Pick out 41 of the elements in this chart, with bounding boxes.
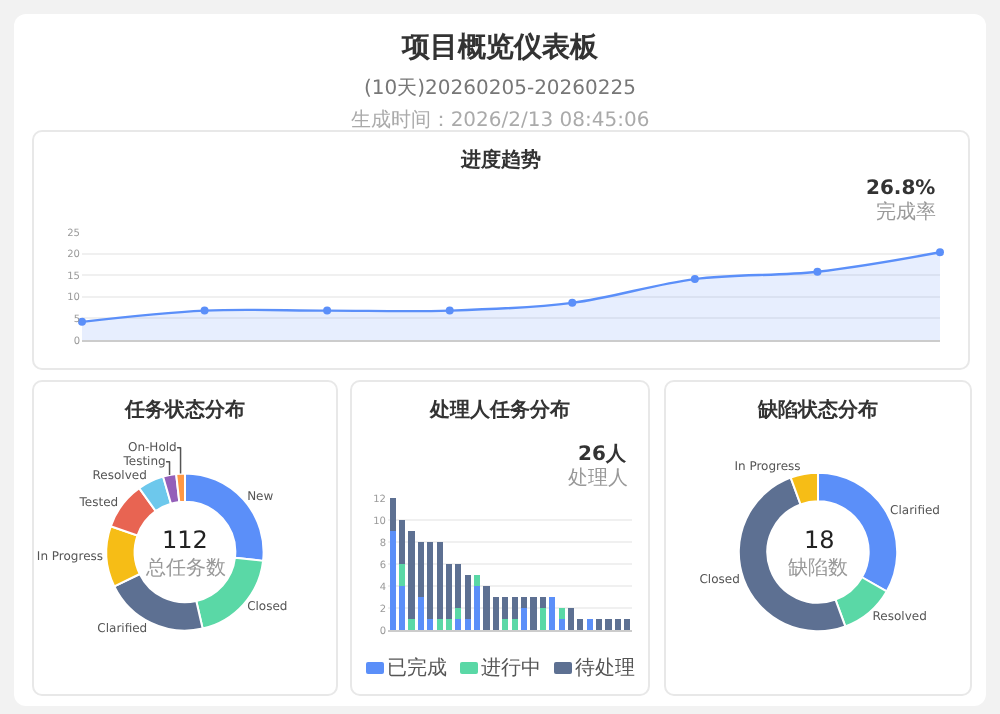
point (690, 275, 699, 284)
text: 26人 (578, 442, 628, 466)
bar (474, 575, 481, 586)
point (200, 306, 209, 315)
text: 处理人 (568, 466, 628, 490)
point (323, 306, 332, 315)
text: 项目概览仪表板 (399, 30, 600, 66)
chart-title: 任务状态分布 (123, 398, 245, 422)
bar (455, 608, 462, 619)
bar (445, 619, 453, 630)
point (813, 267, 822, 276)
bar (549, 597, 556, 630)
bar (567, 608, 575, 630)
text: (10天)20260205-20260225 (362, 76, 638, 102)
bar (455, 619, 462, 630)
bar (511, 619, 518, 630)
bar (539, 608, 546, 630)
text: 26.8% (866, 178, 936, 200)
bar (521, 608, 528, 630)
legend-label: 已完成 (387, 655, 447, 682)
text: 18 (804, 526, 835, 554)
bar (558, 619, 565, 630)
legend-label: 进行中 (481, 655, 541, 682)
legend-label: 待处理 (575, 655, 635, 682)
chart-title: 缺陷状态分布 (756, 398, 878, 422)
chart-title: 处理人任务分布 (428, 398, 570, 422)
point (936, 248, 944, 257)
text: 112 (162, 526, 208, 554)
bar (502, 619, 509, 630)
point (445, 306, 454, 315)
point (568, 298, 577, 307)
text: 缺陷数 (788, 556, 848, 580)
bar (586, 619, 593, 630)
chart-title: 进度趋势 (459, 148, 541, 172)
bar (399, 564, 406, 586)
text: 生成时间：2026/2/13 08:45:06 (348, 107, 652, 134)
text: 总任务数 (144, 556, 226, 580)
bar (558, 608, 565, 619)
bar (464, 575, 471, 619)
text: 完成率 (876, 200, 936, 224)
bar (408, 619, 415, 630)
